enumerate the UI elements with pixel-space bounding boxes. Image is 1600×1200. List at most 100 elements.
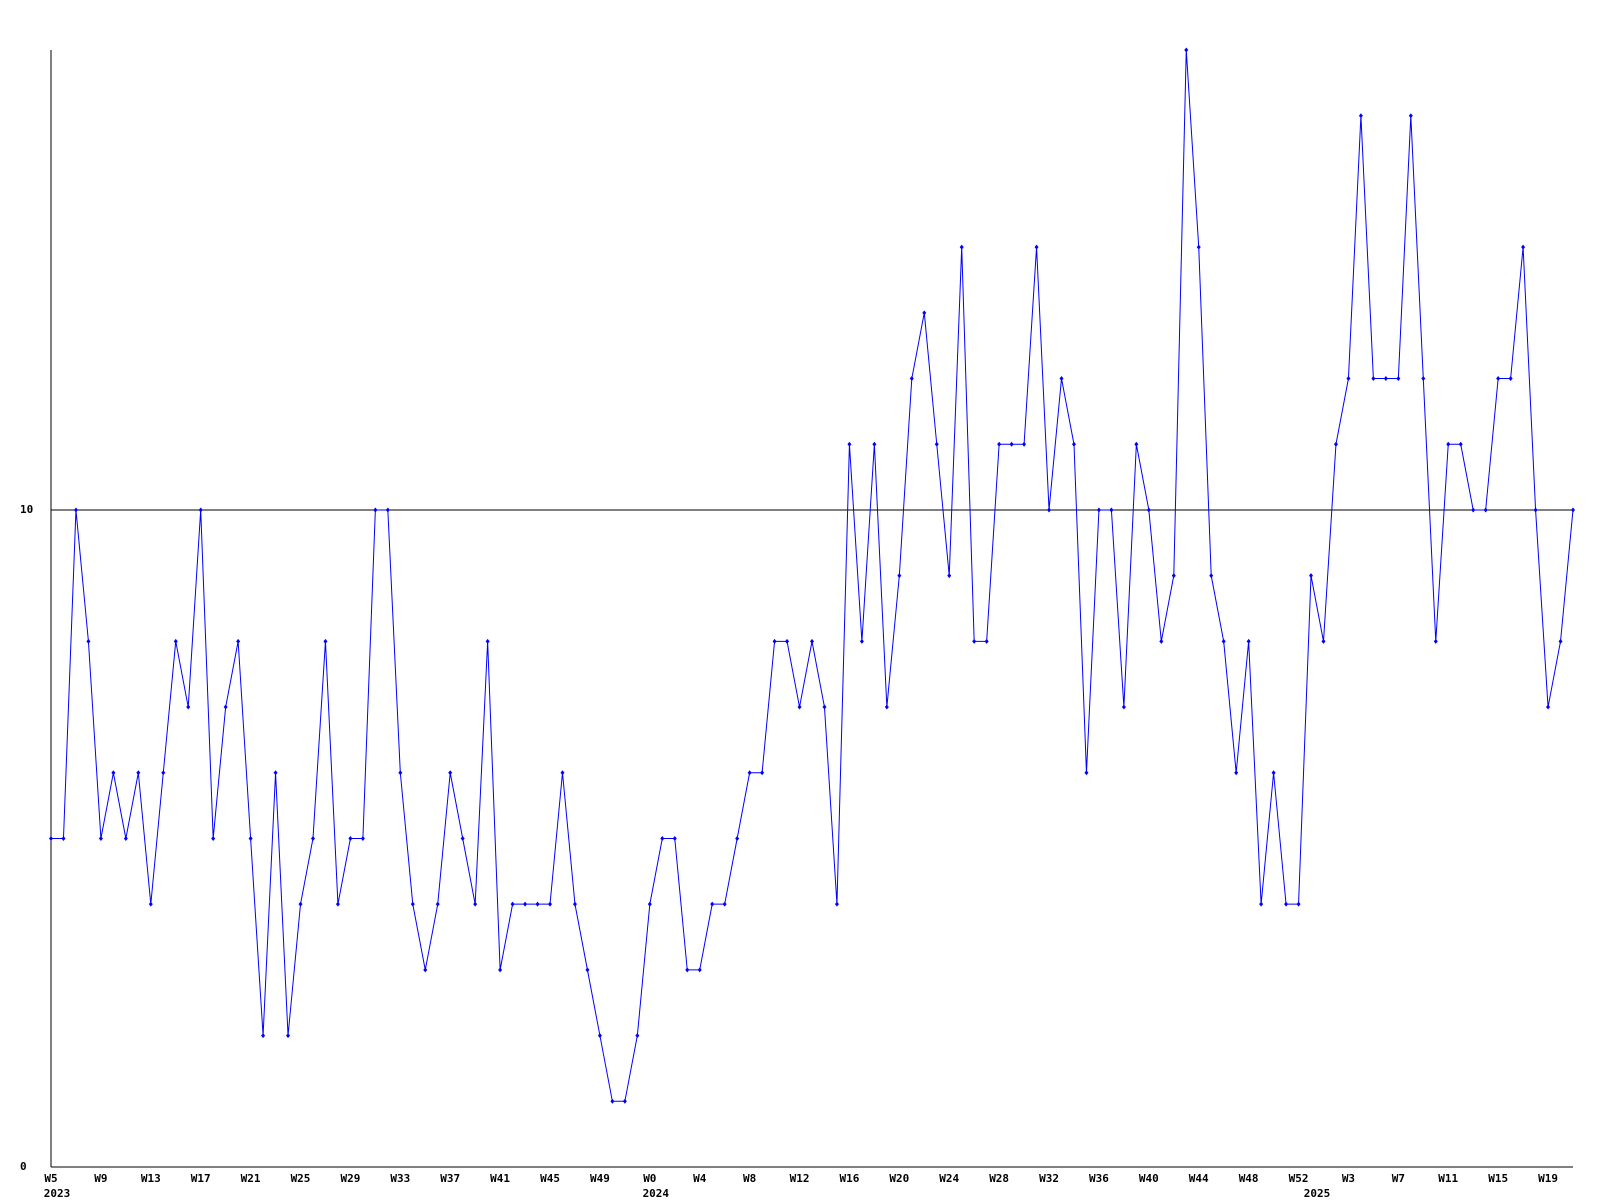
- data-point: [123, 835, 128, 841]
- data-point: [286, 1033, 291, 1039]
- data-point: [685, 967, 690, 973]
- data-point: [897, 573, 902, 579]
- x-tick-label: W11: [1438, 1172, 1458, 1185]
- data-point: [510, 901, 515, 907]
- data-point: [1396, 376, 1401, 382]
- data-point: [261, 1033, 266, 1039]
- data-point: [972, 638, 977, 644]
- data-point: [1071, 441, 1076, 447]
- x-tick-label: W8: [743, 1172, 756, 1185]
- data-point: [810, 638, 814, 644]
- data-point: [460, 835, 465, 841]
- data-point: [73, 507, 78, 513]
- data-point: [498, 967, 503, 973]
- data-point: [98, 835, 103, 841]
- data-point: [1209, 573, 1214, 579]
- x-tick-label: W40: [1139, 1172, 1159, 1185]
- data-point: [1184, 47, 1189, 53]
- x-tick-label: W4: [693, 1172, 707, 1185]
- data-point: [1121, 704, 1126, 710]
- x-tick-label: W17: [191, 1172, 211, 1185]
- data-point: [1483, 507, 1488, 513]
- data-point: [173, 638, 178, 644]
- data-point: [1408, 113, 1413, 119]
- x-tick-label: W44: [1189, 1172, 1209, 1185]
- data-point: [997, 441, 1002, 447]
- data-point: [934, 441, 939, 447]
- x-tick-label: W7: [1392, 1172, 1405, 1185]
- x-tick-label: W45: [540, 1172, 560, 1185]
- data-point: [535, 901, 540, 907]
- data-point: [323, 638, 328, 644]
- data-point: [1259, 901, 1264, 907]
- data-point: [622, 1098, 627, 1104]
- data-point: [548, 901, 553, 907]
- data-point: [273, 770, 278, 776]
- data-point: [448, 770, 453, 776]
- x-tick-label: W33: [390, 1172, 410, 1185]
- data-point: [660, 835, 665, 841]
- data-point: [211, 835, 216, 841]
- data-point: [1383, 376, 1388, 382]
- x-tick-label: W25: [291, 1172, 311, 1185]
- x-tick-label: W48: [1239, 1172, 1259, 1185]
- data-point: [335, 901, 340, 907]
- data-point: [922, 310, 927, 316]
- data-point: [1146, 507, 1151, 513]
- data-point: [735, 835, 740, 841]
- x-tick-label: W19: [1538, 1172, 1558, 1185]
- x-tick-label: W16: [839, 1172, 859, 1185]
- data-point: [223, 704, 228, 710]
- data-point: [523, 901, 528, 907]
- x-tick-label: W41: [490, 1172, 510, 1185]
- x-tick-label: W49: [590, 1172, 610, 1185]
- data-point: [473, 901, 478, 907]
- data-point: [385, 507, 390, 513]
- data-point: [1084, 770, 1089, 776]
- data-point: [610, 1098, 615, 1104]
- data-point: [398, 770, 403, 776]
- data-point: [959, 244, 964, 250]
- x-tick-label: W3: [1342, 1172, 1355, 1185]
- data-point: [834, 901, 839, 907]
- x-tick-label: W12: [790, 1172, 810, 1185]
- data-line: [51, 49, 1574, 1102]
- data-point: [161, 770, 166, 776]
- data-point: [348, 835, 353, 841]
- data-point: [1234, 770, 1239, 776]
- data-point: [1521, 244, 1526, 250]
- data-point: [984, 638, 989, 644]
- data-point: [1284, 901, 1289, 907]
- data-point: [1421, 376, 1426, 382]
- data-point: [1433, 638, 1438, 644]
- x-tick-label: W5: [44, 1172, 57, 1185]
- x-tick-label: W52: [1289, 1172, 1309, 1185]
- x-tick-label: W28: [989, 1172, 1009, 1185]
- data-point: [423, 967, 428, 973]
- data-point: [1134, 441, 1139, 447]
- data-point: [136, 770, 141, 776]
- x-year-label: 2025: [1304, 1187, 1331, 1200]
- data-point: [822, 704, 827, 710]
- data-point: [373, 507, 378, 513]
- data-point: [1471, 507, 1476, 513]
- data-point: [884, 704, 889, 710]
- data-point: [1022, 441, 1027, 447]
- data-point: [1309, 573, 1314, 579]
- data-point: [1246, 638, 1251, 644]
- data-point: [747, 770, 752, 776]
- x-tick-label: W15: [1488, 1172, 1508, 1185]
- x-tick-label: W0: [643, 1172, 656, 1185]
- data-point: [597, 1033, 602, 1039]
- data-point: [1059, 376, 1064, 382]
- x-tick-label: W37: [440, 1172, 460, 1185]
- data-point: [1358, 113, 1363, 119]
- data-point: [647, 901, 652, 907]
- x-tick-label: W32: [1039, 1172, 1059, 1185]
- data-point: [710, 901, 715, 907]
- data-point: [111, 770, 116, 776]
- data-point: [1009, 441, 1014, 447]
- x-tick-label: W24: [939, 1172, 959, 1185]
- data-point: [236, 638, 241, 644]
